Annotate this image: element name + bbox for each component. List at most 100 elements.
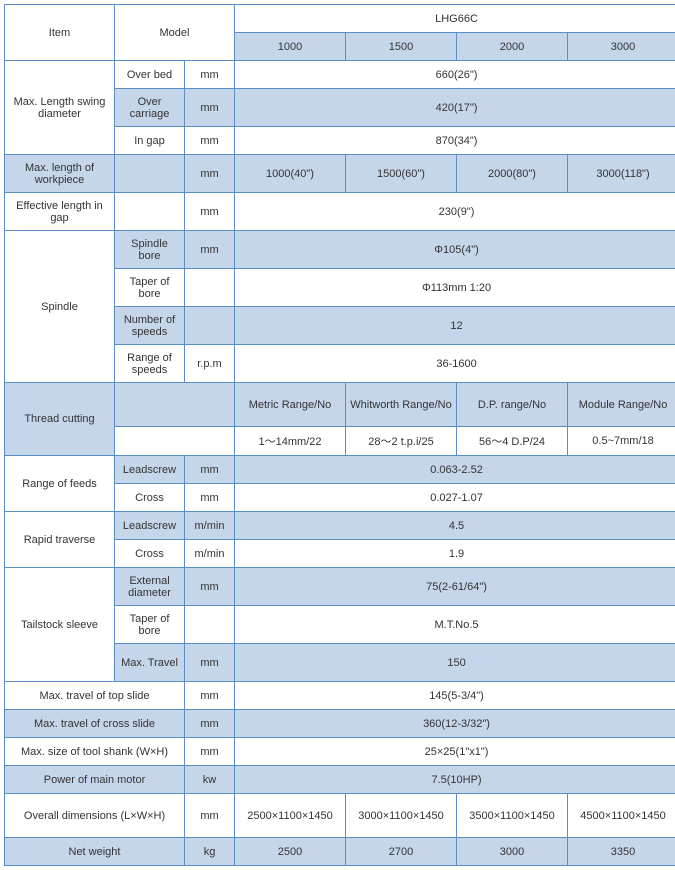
- value: 12: [235, 307, 675, 345]
- value: 3350: [568, 838, 675, 866]
- th-header: Module Range/No: [568, 383, 675, 427]
- header-model: Model: [115, 5, 235, 61]
- variant-2: 2000: [457, 33, 568, 61]
- value: 0.5~7mm/18: [568, 427, 675, 456]
- value: 1500(60"): [346, 155, 457, 193]
- variant-1: 1500: [346, 33, 457, 61]
- row-label: Max. Length swing diameter: [5, 61, 115, 155]
- value: 2500: [235, 838, 346, 866]
- row-label: Max. length of workpiece: [5, 155, 115, 193]
- sub-label: Taper of bore: [115, 606, 185, 644]
- row-label: Power of main motor: [5, 766, 185, 794]
- value: 150: [235, 644, 675, 682]
- sub-label: Taper of bore: [115, 269, 185, 307]
- unit: mm: [185, 484, 235, 512]
- value: 28～2 t.p.i/25: [346, 427, 457, 456]
- value: 870(34"): [235, 127, 675, 155]
- th-header: D.P. range/No: [457, 383, 568, 427]
- sub-label: Leadscrew: [115, 456, 185, 484]
- unit: [185, 269, 235, 307]
- sub-label: Over carriage: [115, 89, 185, 127]
- unit: kw: [185, 766, 235, 794]
- value: 75(2-61/64"): [235, 568, 675, 606]
- sub-label: Cross: [115, 484, 185, 512]
- sub-label: Over bed: [115, 61, 185, 89]
- unit: kg: [185, 838, 235, 866]
- sub-label: In gap: [115, 127, 185, 155]
- value: 7.5(10HP): [235, 766, 675, 794]
- value: Φ105(4"): [235, 231, 675, 269]
- sub-label: External diameter: [115, 568, 185, 606]
- unit: mm: [185, 682, 235, 710]
- value: 3000: [457, 838, 568, 866]
- value: 230(9"): [235, 193, 675, 231]
- row-label: Tailstock sleeve: [5, 568, 115, 682]
- unit: mm: [185, 738, 235, 766]
- unit: [185, 307, 235, 345]
- value: 4500×1100×1450: [568, 794, 675, 838]
- unit: mm: [185, 89, 235, 127]
- row-label: Effective length in gap: [5, 193, 115, 231]
- sub-label: Cross: [115, 540, 185, 568]
- unit: mm: [185, 794, 235, 838]
- unit: m/min: [185, 540, 235, 568]
- value: 3000×1100×1450: [346, 794, 457, 838]
- variant-3: 3000: [568, 33, 675, 61]
- sub-label: Leadscrew: [115, 512, 185, 540]
- value: 56～4 D.P/24: [457, 427, 568, 456]
- unit: mm: [185, 644, 235, 682]
- value: M.T.No.5: [235, 606, 675, 644]
- row-label: Range of feeds: [5, 456, 115, 512]
- value: 0.063-2.52: [235, 456, 675, 484]
- value: 420(17"): [235, 89, 675, 127]
- unit: m/min: [185, 512, 235, 540]
- value: 360(12-3/32"): [235, 710, 675, 738]
- unit: mm: [185, 710, 235, 738]
- value: Φ113mm 1:20: [235, 269, 675, 307]
- unit: mm: [185, 568, 235, 606]
- sub-label: [115, 193, 185, 231]
- value: 25×25(1"x1"): [235, 738, 675, 766]
- value: 1.9: [235, 540, 675, 568]
- unit: [185, 606, 235, 644]
- unit: mm: [185, 155, 235, 193]
- sub-label: Range of speeds: [115, 345, 185, 383]
- unit: r.p.m: [185, 345, 235, 383]
- value: 3500×1100×1450: [457, 794, 568, 838]
- row-label: Max. size of tool shank (W×H): [5, 738, 185, 766]
- unit: mm: [185, 456, 235, 484]
- unit: mm: [185, 193, 235, 231]
- row-label: Max. travel of cross slide: [5, 710, 185, 738]
- row-label: Max. travel of top slide: [5, 682, 185, 710]
- value: 2700: [346, 838, 457, 866]
- value: 1～14mm/22: [235, 427, 346, 456]
- sub-label: Max. Travel: [115, 644, 185, 682]
- value: 4.5: [235, 512, 675, 540]
- row-label: Overall dimensions (L×W×H): [5, 794, 185, 838]
- th-header: Metric Range/No: [235, 383, 346, 427]
- th-header: Whitworth Range/No: [346, 383, 457, 427]
- header-product: LHG66C: [235, 5, 675, 33]
- value: 0.027-1.07: [235, 484, 675, 512]
- unit: mm: [185, 61, 235, 89]
- value: 3000(118"): [568, 155, 675, 193]
- value: 2500×1100×1450: [235, 794, 346, 838]
- unit: mm: [185, 231, 235, 269]
- sub-label: Spindle bore: [115, 231, 185, 269]
- value: 660(26"): [235, 61, 675, 89]
- sub-label: Number of speeds: [115, 307, 185, 345]
- sub-label: [115, 383, 235, 427]
- value: 2000(80"): [457, 155, 568, 193]
- row-label: Thread cutting: [5, 383, 115, 456]
- value: 145(5-3/4"): [235, 682, 675, 710]
- header-item: Item: [5, 5, 115, 61]
- row-label: Spindle: [5, 231, 115, 383]
- sub-label: [115, 427, 235, 456]
- value: 36-1600: [235, 345, 675, 383]
- variant-0: 1000: [235, 33, 346, 61]
- value: 1000(40"): [235, 155, 346, 193]
- spec-table: Item Model LHG66C 1000 1500 2000 3000 Ma…: [4, 4, 675, 866]
- unit: mm: [185, 127, 235, 155]
- row-label: Net weight: [5, 838, 185, 866]
- sub-label: [115, 155, 185, 193]
